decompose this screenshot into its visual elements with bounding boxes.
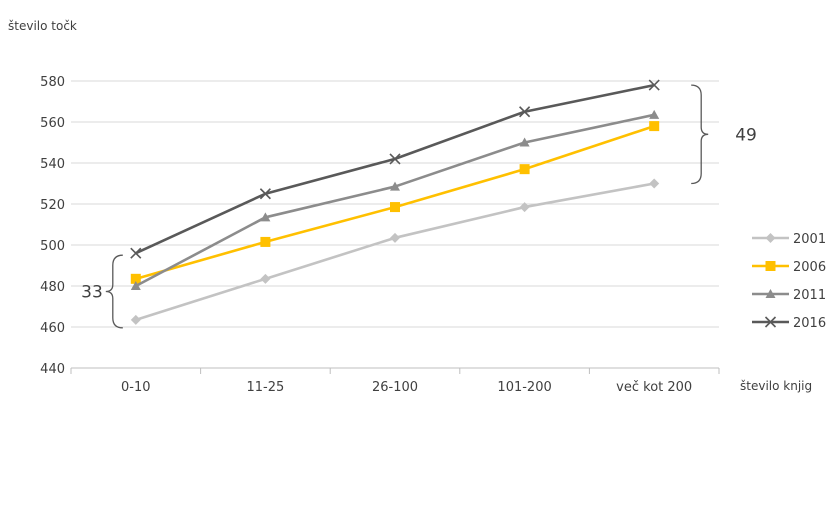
x-tick-label: več kot 200 [616,380,692,395]
x-tick-label: 11-25 [247,380,285,395]
point-marker [519,164,530,175]
y-tick-label: 440 [40,362,65,377]
gridlines [71,80,719,369]
point-marker [130,281,141,290]
series-line [135,113,655,288]
point-marker [390,181,400,191]
point-marker [519,202,530,213]
y-tick-label: 540 [40,157,65,172]
point-marker [649,121,660,132]
x-axis-label: število knjig [740,379,812,393]
point-marker [519,137,530,147]
point-marker [260,236,271,247]
legend-item-2001: 2001 [752,232,826,247]
point-marker [764,316,777,328]
annotation-33: 33 [81,254,123,329]
point-marker [130,247,142,259]
point-marker [259,188,271,200]
series-line [135,83,655,255]
x-axis: 0-10 11-25 26-100 101-200 več kot 200 [70,368,720,395]
x-tick-label: 26-100 [372,380,418,395]
legend-label: 2006 [793,260,826,275]
point-marker [390,232,400,243]
legend: 2001 2006 2011 2016 [752,232,826,331]
annotation-label: 33 [81,283,103,303]
y-tick-label: 520 [40,198,65,213]
y-axis-label: število točk [8,19,77,33]
y-tick-label: 560 [40,116,65,131]
annotations: 33 49 [81,84,757,329]
annotation-49: 49 [691,84,757,185]
y-tick-label: 500 [40,239,65,254]
legend-label: 2016 [793,316,826,331]
annotation-brace [691,84,709,185]
point-marker [130,273,141,284]
point-marker [649,109,660,119]
annotation-brace [105,254,123,329]
y-tick-label: 480 [40,280,65,295]
legend-label: 2011 [793,288,826,303]
x-tick-label: 101-200 [497,380,551,395]
point-marker [519,106,531,118]
point-marker [130,314,141,325]
legend-item-2006: 2006 [752,260,826,275]
series-2006 [130,121,660,284]
series-2001 [130,178,660,325]
point-marker [765,261,776,271]
point-marker [765,289,776,298]
point-marker [389,153,401,165]
x-tick-label: 0-10 [121,380,151,395]
legend-label: 2001 [793,232,826,247]
point-marker [390,202,400,213]
series-group [130,79,660,325]
point-marker [648,79,660,91]
y-tick-label: 460 [40,321,65,336]
legend-item-2016: 2016 [752,316,826,331]
legend-item-2011: 2011 [752,288,826,303]
point-marker [765,233,776,243]
point-marker [260,212,271,222]
point-marker [260,273,271,284]
series-2011 [130,109,660,290]
y-axis-ticks: 440 460 480 500 520 540 560 580 [40,75,65,377]
y-tick-label: 580 [40,75,65,90]
annotation-label: 49 [735,125,757,145]
point-marker [649,178,660,189]
series-2016 [130,79,660,259]
